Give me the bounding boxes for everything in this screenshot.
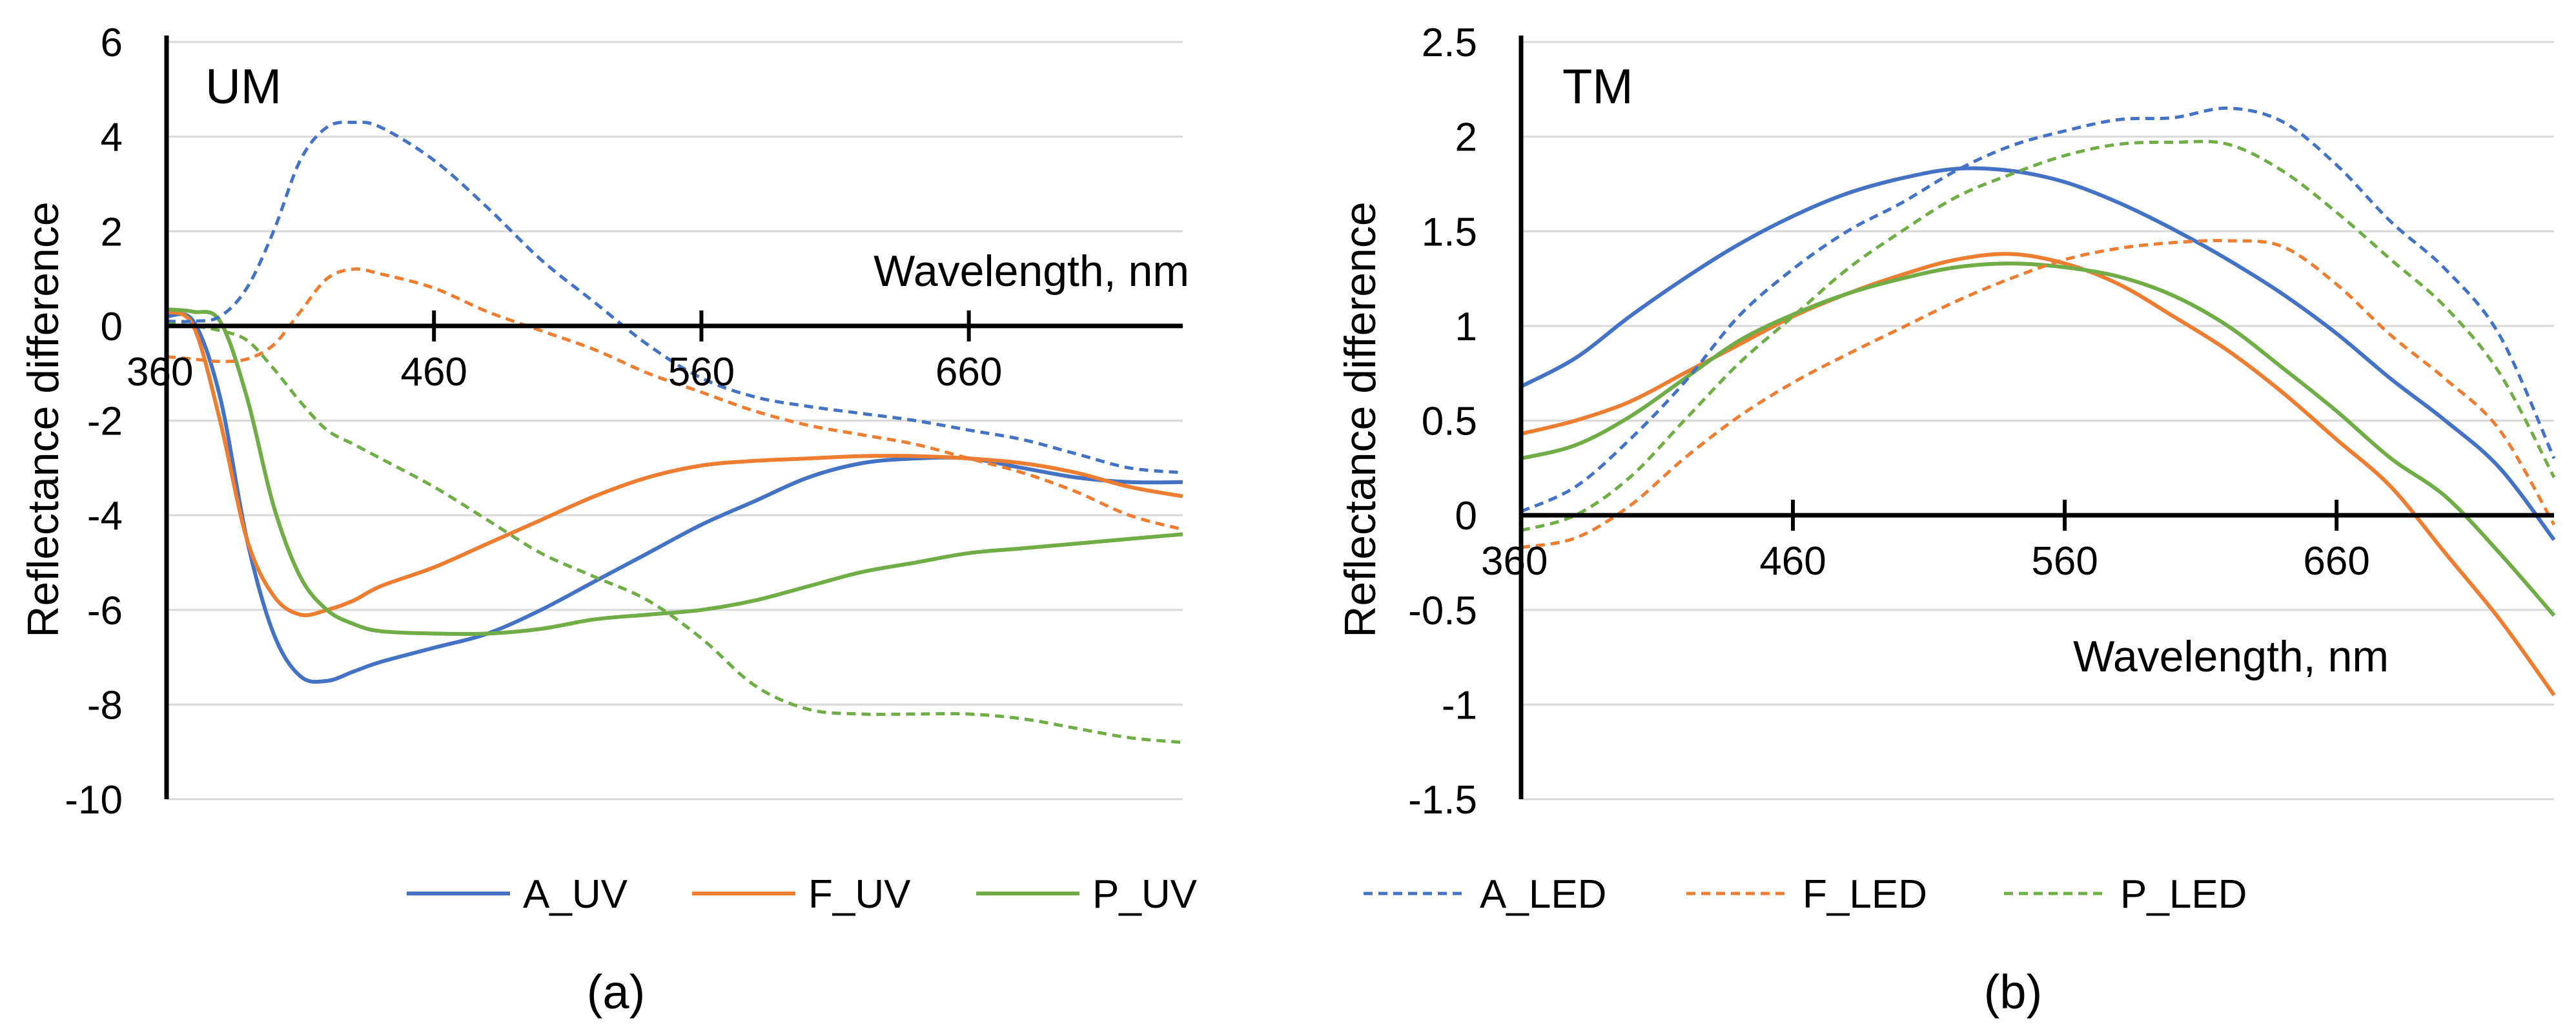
chart-a-x-axis-label: Wavelength, nm — [874, 247, 1189, 296]
chart-b-y-tick-label: 1 — [1455, 305, 1477, 349]
chart-b-x-tick-label: 660 — [2303, 539, 2369, 584]
chart-b-gridlines — [1521, 41, 2554, 801]
chart-b-series-lines — [1520, 107, 2556, 697]
legend-item-f-led: F_LED — [1686, 872, 1927, 917]
legend-item-a-led: A_LED — [1364, 872, 1606, 917]
chart-a-x-tick-label: 660 — [935, 350, 1002, 394]
chart-a-title: UM — [205, 59, 281, 114]
chart-panel-a: 6 4 2 0 -2 -4 -6 -8 -10 360 460 560 660 UM Wavelengt… — [19, 21, 1189, 1019]
chart-a-axes: 6 4 2 0 -2 -4 -6 -8 -10 360 460 560 660 — [65, 21, 1183, 822]
chart-a-series-lines — [165, 120, 1183, 744]
chart-b-panel-label: (b) — [1984, 965, 2042, 1019]
chart-b-y-tick-label: -1.5 — [1408, 778, 1477, 822]
legend-item-f-uv: F_UV — [692, 872, 911, 917]
chart-a-y-axis-label: Reflectance difference — [19, 201, 68, 637]
chart-b-series-a-uv — [1520, 166, 2556, 542]
legend-label: F_LED — [1803, 872, 1927, 917]
chart-b-y-tick-label: 0 — [1455, 494, 1477, 538]
chart-b-y-axis-label: Reflectance difference — [1336, 201, 1385, 637]
chart-a-y-tick-label: 0 — [101, 305, 123, 349]
chart-a-panel-label: (a) — [587, 965, 645, 1019]
chart-b-y-tick-label: -1 — [1442, 683, 1477, 728]
chart-a-y-tick-label: -8 — [87, 683, 123, 728]
legend-label: A_UV — [523, 872, 628, 917]
chart-a-series-a-led — [166, 120, 1183, 475]
chart-a-y-tick-label: 4 — [101, 116, 123, 160]
chart-a-x-tick-label: 460 — [400, 350, 467, 394]
chart-b-y-tick-label: 1.5 — [1422, 210, 1477, 254]
legend-label: A_LED — [1480, 872, 1606, 917]
chart-panel-b: 2.5 2 1.5 1 0.5 0 -0.5 -1 -1.5 360 460 560 660 TM Wa… — [1336, 21, 2556, 1019]
chart-a-x-tick-label: 360 — [127, 350, 193, 394]
chart-b-x-tick-label: 560 — [2031, 539, 2098, 584]
chart-b-axes: 2.5 2 1.5 1 0.5 0 -0.5 -1 -1.5 360 460 560 660 — [1408, 21, 2554, 822]
chart-b-y-tick-label: 2 — [1455, 116, 1477, 160]
chart-b-x-tick-label: 360 — [1481, 539, 1548, 584]
chart-a-y-tick-label: -2 — [87, 400, 123, 444]
chart-a-y-tick-label: 6 — [101, 21, 123, 65]
chart-b-series-a-led — [1520, 107, 2556, 513]
chart-a-series-p-uv — [166, 307, 1183, 637]
legend-label: P_LED — [2120, 872, 2247, 917]
chart-b-series-p-led — [1520, 139, 2556, 533]
chart-b-y-tick-label: 2.5 — [1422, 21, 1477, 65]
legend-item-p-led: P_LED — [2004, 872, 2247, 917]
chart-a-gridlines — [167, 41, 1183, 801]
legend-item-p-uv: P_UV — [976, 872, 1198, 917]
chart-a-y-tick-label: -4 — [87, 494, 123, 538]
legend-label: F_UV — [808, 872, 911, 917]
legend: A_UV F_UV P_UV A_LED F_LED P_LED — [407, 872, 2247, 917]
chart-b-y-tick-label: 0.5 — [1422, 400, 1477, 444]
chart-b-x-axis-label: Wavelength, nm — [2073, 632, 2389, 681]
chart-a-y-tick-label: 2 — [101, 210, 123, 254]
chart-b-series-f-led — [1520, 239, 2556, 549]
chart-a-x-tick-label: 560 — [668, 350, 735, 394]
chart-b-y-tick-label: -0.5 — [1408, 589, 1477, 633]
chart-a-series-p-led — [166, 322, 1183, 744]
legend-label: P_UV — [1092, 872, 1198, 917]
chart-a-series-f-led — [166, 267, 1183, 531]
chart-b-series-f-uv — [1520, 252, 2556, 697]
chart-b-x-tick-label: 460 — [1759, 539, 1826, 584]
chart-a-y-tick-label: -10 — [65, 778, 123, 822]
legend-item-a-uv: A_UV — [407, 872, 628, 917]
chart-a-y-tick-label: -6 — [87, 589, 123, 633]
chart-b-title: TM — [1562, 59, 1633, 114]
